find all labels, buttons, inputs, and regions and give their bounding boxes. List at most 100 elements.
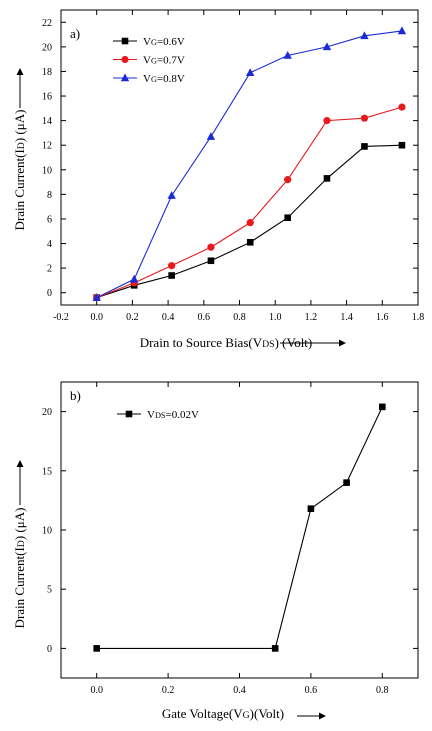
- legend-subscript: G: [151, 75, 157, 84]
- data-point: [283, 50, 292, 59]
- data-point: [343, 479, 350, 486]
- legend-text: =0.6V: [157, 36, 185, 48]
- data-point: [360, 114, 369, 122]
- y-axis-title-text: Drain Current(I: [12, 149, 27, 230]
- x-axis-title: Drain to Source Bias(VDS) (Volt): [140, 335, 313, 350]
- x-axis-title-text: )(Volt): [250, 706, 284, 721]
- data-point: [379, 403, 386, 411]
- y-tick-label: 5: [47, 585, 52, 596]
- x-tick-label: 1.6: [376, 312, 389, 323]
- x-axis-arrowhead: [339, 339, 346, 347]
- y-axis-title-text: Drain Current(I: [12, 547, 27, 628]
- x-tick-label: 0.4: [233, 685, 246, 696]
- x-tick-label: 0.8: [376, 685, 389, 696]
- data-point: [323, 117, 331, 125]
- legend-subscript: DS: [155, 411, 166, 420]
- x-tick-label: 1.2: [305, 312, 318, 323]
- data-point: [397, 26, 407, 35]
- y-tick-label: 4: [47, 239, 52, 250]
- x-tick-label: 0.2: [162, 685, 175, 696]
- chart-panel-b: 0.0 0.2 0.4 0.6 0.8 0 5 10 15 20 b) VDS=0.02V Gate V…: [12, 381, 419, 721]
- x-axis-title-subscript: G: [243, 710, 250, 721]
- x-tick-label: 1.0: [269, 312, 282, 323]
- y-tick-label: 14: [42, 116, 52, 127]
- series-line-0: [96, 406, 383, 649]
- series-line-1: [96, 106, 403, 299]
- data-point: [167, 191, 176, 199]
- y-tick-label: 22: [42, 18, 52, 29]
- data-point: [361, 143, 368, 150]
- y-tick-label: 0: [47, 644, 52, 655]
- plot-frame: [60, 381, 419, 679]
- legend-subscript: G: [151, 38, 157, 47]
- data-point: [207, 257, 215, 265]
- data-point: [206, 132, 216, 140]
- data-point: [398, 141, 406, 149]
- legend-text: V: [143, 73, 151, 85]
- y-tick-label: 8: [47, 190, 52, 201]
- panel-label: b): [70, 388, 81, 403]
- data-point: [323, 175, 331, 182]
- data-point: [92, 293, 101, 301]
- legend-marker: [120, 73, 130, 82]
- y-tick-label: 20: [42, 407, 52, 418]
- data-point: [307, 505, 315, 512]
- y-axis-title-text: ) (μA): [12, 508, 27, 541]
- data-point: [93, 645, 100, 652]
- data-point: [246, 68, 255, 76]
- legend-marker: [121, 37, 129, 45]
- legend-text: =0.8V: [157, 73, 185, 85]
- data-point: [398, 103, 406, 111]
- y-tick-label: 18: [42, 67, 52, 78]
- data-point: [360, 31, 369, 40]
- x-tick-label: 0.0: [90, 685, 103, 696]
- y-axis-arrowhead: [16, 68, 24, 75]
- legend-subscript: G: [151, 57, 157, 66]
- legend-entry: VDS=0.02V: [147, 409, 199, 421]
- data-point: [168, 262, 176, 270]
- data-point: [207, 243, 215, 251]
- legend-text: V: [143, 36, 151, 48]
- y-tick-label: 10: [42, 526, 52, 537]
- x-axis-title-text: Gate Voltage(V: [162, 706, 243, 721]
- y-axis-title-subscript: D: [16, 540, 27, 547]
- x-tick-label: 1.4: [340, 312, 353, 323]
- data-point: [322, 42, 332, 51]
- data-point: [271, 645, 279, 652]
- x-axis-title-subscript: DS: [262, 339, 274, 350]
- y-tick-label: 10: [42, 165, 52, 176]
- data-point: [246, 239, 254, 246]
- panel-label: a): [70, 26, 80, 41]
- y-tick-label: 15: [42, 466, 52, 477]
- y-axis-title-subscript: D: [16, 142, 27, 149]
- y-axis-title: Drain Current(ID) (μA): [12, 508, 27, 629]
- x-tick-label: 0.2: [126, 312, 139, 323]
- x-axis-arrowhead: [319, 712, 326, 720]
- y-tick-label: 6: [47, 214, 52, 225]
- legend-text: V: [147, 409, 155, 421]
- chart-panel-a: -0.2 0.0 0.2 0.4 0.6 0.8 1.0 1.2 1.4 1.6 1.8 0 2 4 6 8 1…: [12, 9, 425, 350]
- x-tick-label: 0.6: [198, 312, 211, 323]
- y-tick-label: 16: [42, 92, 52, 103]
- legend-marker: [121, 55, 129, 64]
- y-axis-title: Drain Current(ID) (μA): [12, 110, 27, 231]
- legend-text: =0.02V: [166, 409, 199, 421]
- legend-text: V: [143, 55, 151, 67]
- x-tick-label: -0.2: [53, 312, 69, 323]
- data-point: [129, 274, 139, 283]
- legend-text: =0.7V: [157, 55, 185, 67]
- legend-entry: VG=0.8V: [143, 73, 185, 85]
- data-point: [284, 176, 292, 184]
- y-axis-arrowhead: [16, 460, 24, 467]
- y-tick-label: 12: [42, 141, 52, 152]
- y-tick-label: 0: [47, 288, 52, 299]
- legend-marker: [125, 410, 133, 418]
- x-axis-title: Gate Voltage(VG)(Volt): [162, 706, 284, 721]
- x-tick-label: 0.4: [162, 312, 175, 323]
- x-axis-title-text: Drain to Source Bias(V: [140, 335, 263, 350]
- x-tick-label: 0.0: [90, 312, 103, 323]
- x-tick-label: 1.8: [412, 312, 425, 323]
- x-tick-label: 0.8: [233, 312, 246, 323]
- x-tick-label: 0.6: [305, 685, 318, 696]
